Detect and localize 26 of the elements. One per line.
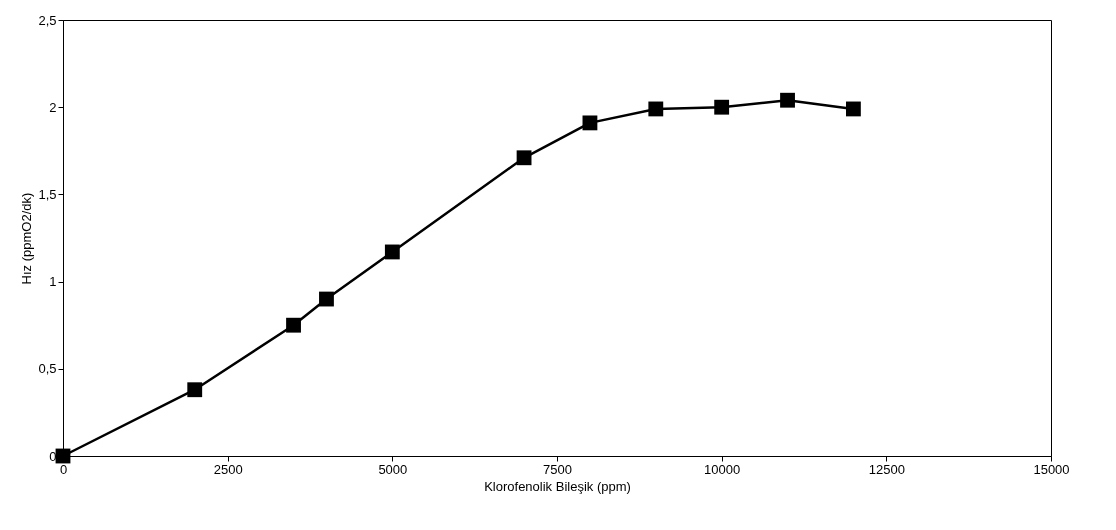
y-tick-label: 0,5: [38, 361, 57, 377]
point: [286, 317, 301, 333]
y-tick-label: 0: [49, 448, 57, 464]
y-tick-label: 1,5: [38, 186, 57, 202]
y-tick-label: 2,5: [38, 12, 57, 28]
point: [55, 448, 71, 464]
point: [582, 115, 598, 131]
point: [384, 244, 400, 260]
x-tick-label: 5000: [378, 461, 408, 477]
point: [845, 101, 861, 117]
x-axis-title: Klorofenolik Bileşik (ppm): [484, 478, 631, 494]
x-tick-label: 2500: [213, 461, 243, 477]
point: [516, 150, 532, 166]
y-axis-title: Hız (ppmO2/dk): [19, 192, 35, 285]
x-tick-label: 0: [59, 461, 68, 477]
point: [648, 101, 664, 117]
point: [319, 291, 334, 307]
y-tick-label: 2: [49, 99, 57, 115]
point: [780, 92, 795, 108]
point: [714, 99, 730, 115]
y-tick-label: 1: [49, 274, 57, 290]
x-tick-label: 12500: [868, 461, 905, 477]
point: [187, 382, 203, 398]
x-tick-label: 15000: [1033, 461, 1070, 477]
x-tick-label: 10000: [704, 461, 741, 477]
x-tick-label: 7500: [543, 461, 572, 477]
